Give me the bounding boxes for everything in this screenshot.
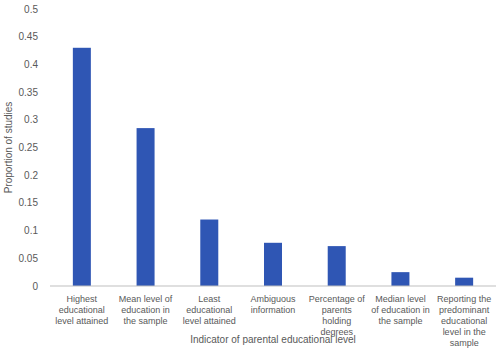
x-tick-label: Highesteducationallevel attained <box>55 294 108 326</box>
y-tick-label: 0.2 <box>24 170 38 181</box>
y-tick-label: 0.25 <box>19 142 39 153</box>
bar <box>391 272 409 286</box>
label-line: the sample <box>124 316 168 326</box>
bar <box>73 48 91 286</box>
x-tick-label: Percentage ofparentsholdingdegrees <box>309 294 366 337</box>
y-tick-label: 0.3 <box>24 114 38 125</box>
label-line: level attained <box>183 316 236 326</box>
y-tick-label: 0.4 <box>24 59 38 70</box>
label-line: level in the <box>443 327 486 337</box>
label-line: educational <box>441 316 487 326</box>
x-tick-label: Leasteducationallevel attained <box>183 294 236 326</box>
label-line: Median level <box>375 294 426 304</box>
x-axis-line <box>50 286 496 287</box>
y-tick-label: 0.05 <box>19 253 39 264</box>
y-tick-label: 0.35 <box>19 87 39 98</box>
label-line: Mean level of <box>119 294 173 304</box>
label-line: information <box>251 305 296 315</box>
bar <box>455 278 473 286</box>
label-line: Ambiguous <box>250 294 296 304</box>
x-tick-label: Median levelof education inthe sample <box>371 294 430 326</box>
y-tick-label: 0.45 <box>19 31 39 42</box>
y-tick-label: 0.1 <box>24 225 38 236</box>
y-tick-label: 0.5 <box>24 4 38 15</box>
x-tick-label: Ambiguousinformation <box>250 294 296 315</box>
x-tick-label: Mean level ofeducation inthe sample <box>119 294 173 326</box>
label-line: sample <box>450 338 479 348</box>
y-axis-title: Proportion of studies <box>3 102 14 194</box>
x-axis-title: Indicator of parental educational level <box>190 334 356 345</box>
y-tick-label: 0.15 <box>19 197 39 208</box>
label-line: level attained <box>55 316 108 326</box>
label-line: Reporting the <box>437 294 491 304</box>
bar <box>328 246 346 286</box>
label-line: holding <box>322 316 351 326</box>
bar <box>137 128 155 286</box>
label-line: education in <box>121 305 170 315</box>
chart: 0 0.05 0.1 0.15 0.2 0.25 0.3 0.35 0.4 0.45 0.5 High… <box>0 0 500 351</box>
label-line: Highest <box>67 294 98 304</box>
bar <box>264 243 282 286</box>
x-tick-label: Reporting thepredominanteducationallevel… <box>437 294 491 348</box>
label-line: predominant <box>439 305 490 315</box>
label-line: parents <box>322 305 353 315</box>
label-line: the sample <box>378 316 422 326</box>
label-line: of education in <box>371 305 430 315</box>
label-line: Least <box>198 294 221 304</box>
label-line: Percentage of <box>309 294 366 304</box>
bar <box>200 220 218 286</box>
label-line: educational <box>59 305 105 315</box>
label-line: educational <box>186 305 232 315</box>
y-tick-label: 0 <box>32 281 38 292</box>
